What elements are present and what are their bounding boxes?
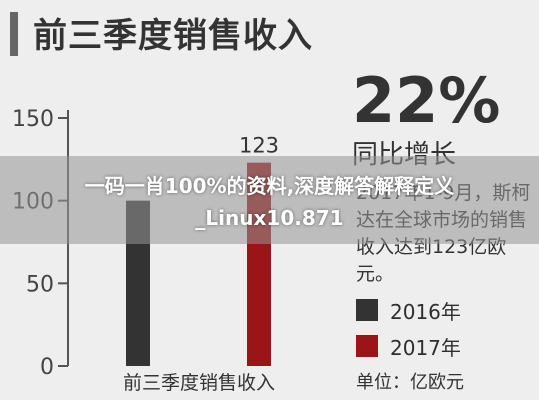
bar-data-label: 123 — [239, 134, 279, 158]
legend-swatch-2016 — [356, 299, 378, 321]
legend-item-2017: 2017年 — [356, 328, 461, 364]
watermark-text-line-1: 一码一肖100%的资料,深度解答解释定义 — [84, 174, 455, 198]
watermark-banner — [0, 156, 539, 244]
legend-item-2016: 2016年 — [356, 292, 461, 328]
legend-label-2017: 2017年 — [390, 335, 461, 360]
growth-percent: 22% — [352, 64, 501, 137]
unit-label: 单位：亿欧元 — [356, 372, 464, 393]
legend-label-2016: 2016年 — [390, 299, 461, 324]
legend: 2016年 2017年 — [356, 292, 461, 364]
title-accent-bar — [10, 12, 18, 56]
x-axis-label: 前三季度销售收入 — [123, 372, 275, 394]
y-tick-label: 150 — [12, 107, 54, 132]
y-tick-label: 50 — [26, 272, 54, 297]
watermark-text-line-2: _Linux10.871 — [195, 206, 344, 230]
page-title: 前三季度销售收入 — [33, 16, 313, 56]
legend-swatch-2017 — [356, 335, 378, 357]
y-tick-label: 0 — [40, 355, 54, 380]
